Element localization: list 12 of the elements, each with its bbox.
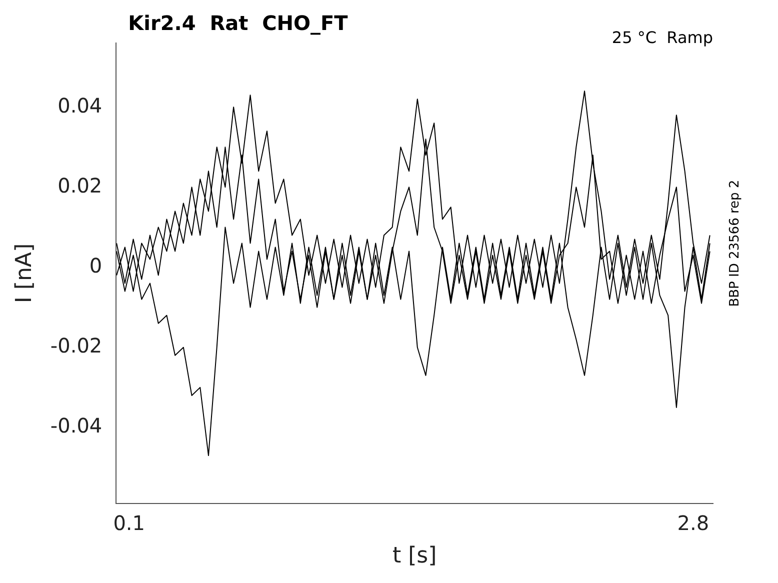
y-tick-label: 0.04 <box>58 93 102 118</box>
y-tick-label: -0.02 <box>50 334 102 358</box>
y-tick-label: 0 <box>89 253 102 278</box>
y-axis-title: I [nA] <box>12 243 37 304</box>
y-tick-label: 0.02 <box>58 173 102 198</box>
annotation: 25 °C Ramp <box>612 28 713 48</box>
text: BBP ID 23566 rep 2 <box>727 180 742 307</box>
x-tick-label: 2.8 <box>677 510 710 535</box>
y-tick-label: -0.04 <box>50 414 102 438</box>
x-tick-label: 0.1 <box>113 510 146 535</box>
chart-title: Kir2.4 Rat CHO_FT <box>128 11 348 36</box>
x-axis-title: t [s] <box>392 544 437 569</box>
